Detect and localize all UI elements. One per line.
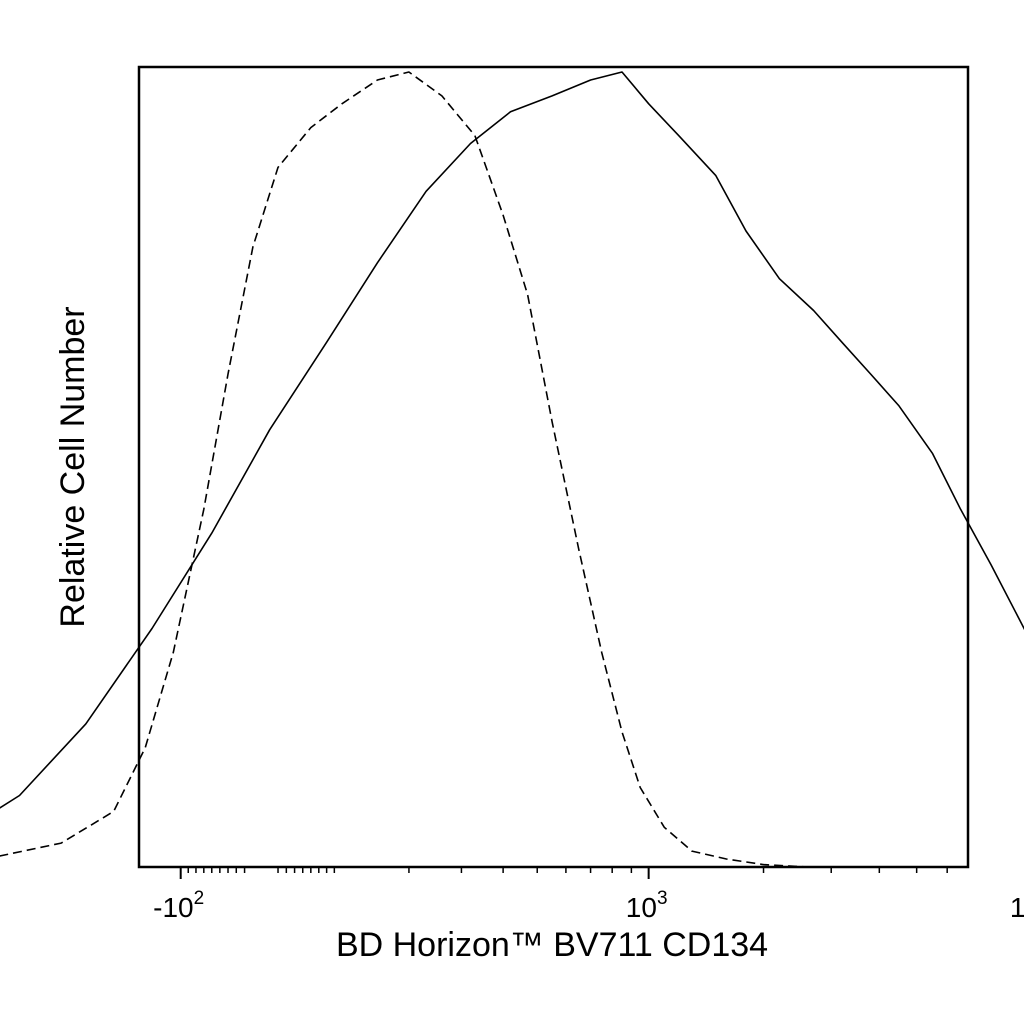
histogram-curve-dashed (0, 71, 808, 868)
histogram-curve-solid (0, 71, 1024, 809)
x-axis-ticks: -103-102103104105 (153, 867, 1024, 923)
plot-frame (137, 65, 970, 869)
x-tick-label-2: 103 (626, 888, 668, 923)
x-tick-label-1: -102 (153, 888, 204, 923)
x-axis-title: BD Horizon™ BV711 CD134 (336, 926, 768, 964)
series-layer (0, 71, 1024, 868)
x-tick-label-3: 104 (1010, 888, 1024, 923)
y-axis-title: Relative Cell Number (54, 306, 92, 627)
